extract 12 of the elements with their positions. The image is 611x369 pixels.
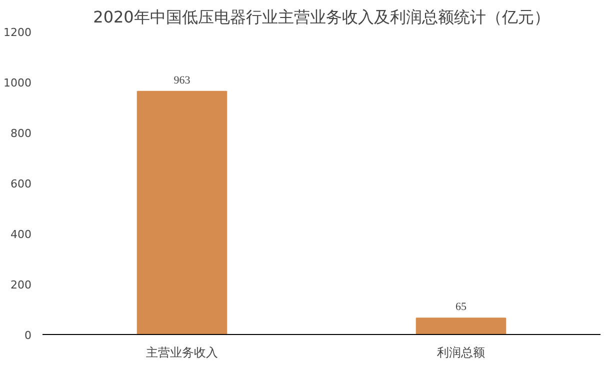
y-tick-label: 1000 bbox=[4, 76, 32, 90]
y-tick-label: 800 bbox=[10, 127, 32, 140]
y-tick-label: 400 bbox=[10, 228, 32, 241]
x-tick-label: 主营业务收入 bbox=[146, 346, 218, 360]
y-tick-label: 200 bbox=[10, 278, 32, 292]
y-tick-label: 0 bbox=[24, 329, 32, 342]
y-tick-label: 600 bbox=[10, 178, 32, 190]
data-label: 65 bbox=[456, 301, 467, 314]
x-tick-label: 利润总额 bbox=[437, 346, 485, 360]
chart-title: 2020年中国低压电器行业主营业务收入及利润总额统计（亿元） bbox=[93, 8, 550, 26]
y-tick-label: 1200 bbox=[4, 26, 32, 39]
data-label: 963 bbox=[174, 74, 191, 86]
